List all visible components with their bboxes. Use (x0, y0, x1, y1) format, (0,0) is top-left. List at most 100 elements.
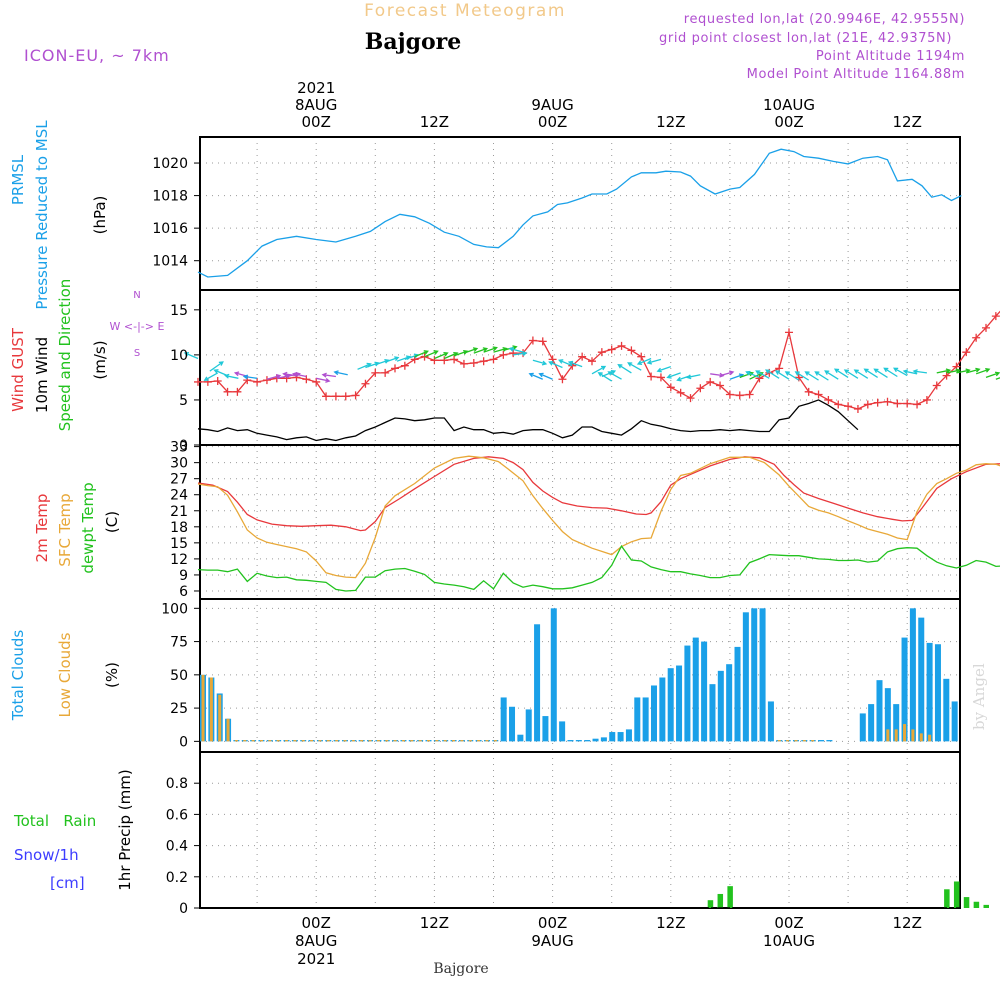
bar-low-clouds (251, 740, 255, 742)
bar-low-clouds (276, 740, 280, 742)
bar-total-clouds (868, 704, 875, 742)
bar-low-clouds (477, 740, 481, 742)
y-tick-label: 10 (170, 348, 188, 364)
gust-marker (450, 355, 459, 364)
wind-arrow (966, 367, 981, 374)
wind-arrow (873, 368, 888, 378)
bar-precip (944, 889, 950, 908)
gust-marker (637, 352, 646, 361)
bar-total-clouds (642, 697, 649, 742)
gust-marker (932, 381, 941, 390)
bar-low-clouds (385, 740, 389, 742)
bar-low-clouds (443, 740, 447, 742)
gust-marker (873, 398, 882, 407)
credit-watermark: by Angel (970, 663, 988, 730)
bar-low-clouds (426, 740, 431, 742)
time-label-bottom: 9AUG (531, 932, 573, 950)
gust-marker (459, 359, 468, 368)
wind-arrow (893, 367, 908, 377)
gust-marker (844, 402, 853, 411)
wind-arrow (686, 374, 701, 380)
bar-total-clouds (709, 684, 716, 742)
y-tick-label: 12 (170, 552, 188, 568)
gust-marker (834, 400, 843, 409)
bar-low-clouds (794, 740, 798, 742)
bar-low-clouds (351, 740, 355, 742)
bar-total-clouds (634, 697, 641, 742)
grid-coords: grid point closest lon,lat (21E, 42.9375… (659, 31, 952, 46)
gust-marker (824, 395, 833, 404)
bar-low-clouds (919, 733, 923, 742)
gust-marker (528, 336, 537, 345)
gust-marker (233, 387, 242, 396)
time-label-bottom: 8AUG (295, 932, 337, 950)
side-labels: PRMSL Pressure Reduced to MSL (hPa) Wind GU… (9, 120, 164, 892)
time-label-bottom: 10AUG (763, 932, 815, 950)
gust-marker (676, 388, 685, 397)
time-label-bottom: 12Z (420, 914, 449, 932)
time-label-bottom: 12Z (893, 914, 922, 932)
compass-n: N (133, 290, 140, 301)
bar-total-clouds (943, 678, 950, 742)
gust-marker (666, 383, 675, 392)
gust-marker (745, 390, 754, 399)
bar-precip (973, 901, 980, 908)
gust-marker (558, 375, 567, 384)
gust-marker (962, 348, 971, 357)
label-speed-direction: Speed and Direction (56, 279, 74, 432)
y-tick-label: 15 (170, 303, 188, 319)
wind-arrow (316, 377, 331, 383)
time-label-top: 00Z (302, 113, 331, 131)
bar-low-clouds (928, 734, 932, 742)
bar-total-clouds (625, 729, 632, 742)
gust-marker (716, 381, 725, 390)
bar-total-clouds (592, 738, 599, 742)
gust-marker (489, 355, 498, 364)
wind-arrow (794, 371, 810, 381)
gust-marker (982, 323, 990, 332)
gust-marker (617, 341, 626, 350)
bar-low-clouds (209, 677, 213, 742)
wind-arrow (719, 370, 735, 377)
wind-arrow (321, 372, 336, 378)
bar-total-clouds (909, 608, 916, 742)
wind-arrow (985, 371, 1000, 379)
y-tick-label: 100 (161, 601, 188, 617)
bar-total-clouds (876, 680, 883, 742)
bar-low-clouds (326, 740, 330, 742)
bar-total-clouds (676, 665, 683, 742)
wind-arrow (591, 365, 607, 375)
point-altitude: Point Altitude 1194m (816, 49, 965, 64)
bar-total-clouds (534, 624, 541, 742)
wind-arrow (384, 356, 400, 363)
compass-we: W <-|-> E (110, 320, 165, 333)
wind-arrow (902, 369, 918, 375)
y-tick-label: 5 (179, 393, 188, 409)
y-tick-label: 1018 (152, 189, 188, 205)
time-label-top: 8AUG (295, 96, 337, 114)
wind-arrow (333, 370, 348, 376)
gust-marker (883, 397, 892, 406)
bar-total-clouds (559, 721, 566, 742)
panel-frames (199, 136, 961, 909)
label-low-clouds: Low Clouds (56, 632, 74, 717)
requested-coords: requested lon,lat (20.9946E, 42.9555N) (684, 12, 965, 27)
gust-marker (331, 392, 340, 401)
wind-arrow (567, 360, 583, 368)
gust-marker (863, 400, 872, 409)
bar-low-clouds (301, 740, 305, 742)
gust-marker (341, 392, 350, 401)
label-snow: Snow/1h (14, 846, 79, 864)
wind-arrow (597, 372, 613, 382)
wind-arrow (242, 374, 258, 380)
gust-marker (972, 333, 981, 342)
bar-total-clouds (650, 685, 658, 742)
bar-low-clouds (886, 729, 890, 742)
series-line-2m-temp (197, 456, 1000, 532)
y-tick-label: 0 (179, 438, 188, 454)
y-tick-label: 21 (170, 504, 188, 520)
bar-low-clouds (243, 740, 247, 742)
y-tick-label: 0.4 (166, 839, 188, 855)
